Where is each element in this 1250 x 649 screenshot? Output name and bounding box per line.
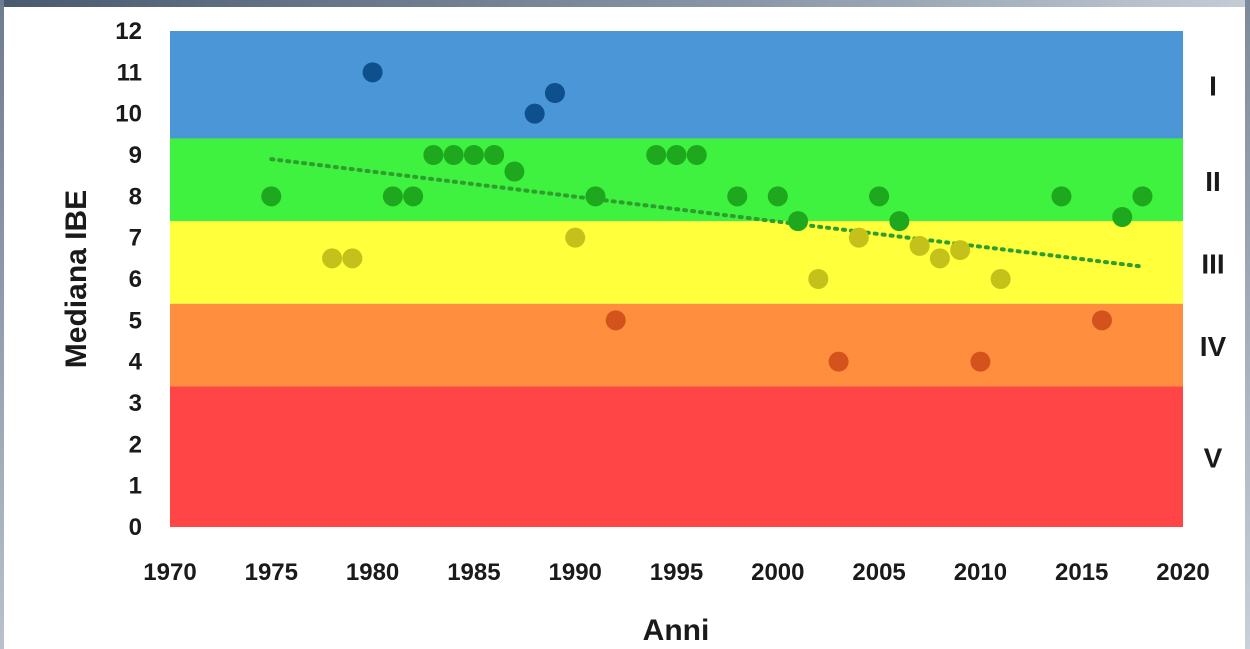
y-axis-label: Mediana IBE [60, 190, 93, 368]
data-point-2004 [848, 227, 869, 248]
data-point-1990 [565, 227, 586, 248]
x-tick-2020: 2020 [1156, 559, 1209, 586]
y-tick-6: 6 [129, 266, 142, 293]
x-tick-2015: 2015 [1055, 559, 1108, 586]
y-tick-4: 4 [129, 349, 143, 376]
data-point-1985 [463, 145, 484, 165]
band-label-ii: II [1205, 166, 1221, 197]
data-point-2016 [1091, 310, 1112, 331]
data-points [261, 62, 1153, 372]
data-point-2014 [1051, 186, 1072, 207]
data-point-2009 [950, 240, 971, 261]
data-point-2003 [828, 351, 849, 372]
x-tick-1995: 1995 [650, 559, 703, 586]
x-tick-labels: 1970 1975 1980 1985 1990 1995 2000 2005 2010 2015… [143, 559, 1209, 586]
data-point-2008 [929, 248, 950, 269]
y-tick-5: 5 [129, 307, 142, 334]
data-point-1981 [382, 186, 403, 207]
data-point-1980 [362, 62, 383, 83]
y-tick-11: 11 [117, 59, 142, 86]
data-point-1994 [646, 145, 667, 165]
data-point-2017 [1112, 207, 1133, 227]
band-label-iii: III [1201, 248, 1224, 279]
y-tick-0: 0 [129, 514, 142, 541]
y-tick-9: 9 [129, 142, 142, 169]
window-right-edge [1245, 0, 1250, 649]
x-tick-1975: 1975 [245, 559, 298, 586]
band-i [170, 31, 1183, 139]
data-point-2005 [869, 186, 890, 207]
y-tick-10: 10 [115, 101, 142, 128]
data-point-1978 [322, 248, 343, 269]
y-tick-1: 1 [129, 473, 142, 500]
data-point-1979 [342, 248, 363, 269]
data-point-1992 [605, 310, 626, 331]
band-label-i: I [1209, 71, 1217, 102]
data-point-1984 [443, 145, 464, 165]
y-tick-3: 3 [129, 390, 142, 417]
data-point-1982 [403, 186, 424, 207]
data-point-2001 [788, 211, 809, 232]
x-tick-1990: 1990 [549, 559, 602, 586]
band-iii [170, 221, 1183, 304]
band-label-iv: IV [1200, 331, 1227, 362]
y-tick-7: 7 [129, 225, 142, 252]
data-point-1986 [484, 145, 505, 165]
window-left-edge [0, 0, 4, 649]
data-point-2006 [889, 211, 910, 232]
y-tick-2: 2 [129, 431, 142, 458]
data-point-1989 [544, 83, 565, 103]
data-point-2011 [990, 269, 1011, 289]
data-point-1987 [504, 161, 525, 182]
data-point-1996 [686, 145, 707, 165]
data-point-1983 [423, 145, 444, 165]
x-tick-1970: 1970 [143, 559, 196, 586]
x-tick-2000: 2000 [751, 559, 804, 586]
y-tick-8: 8 [129, 183, 142, 210]
x-tick-2005: 2005 [852, 559, 905, 586]
trendline-layer [269, 157, 1145, 269]
x-tick-1980: 1980 [346, 559, 399, 586]
data-point-2000 [767, 186, 788, 207]
x-tick-2010: 2010 [954, 559, 1007, 586]
x-tick-1985: 1985 [447, 559, 500, 586]
band-label-v: V [1204, 443, 1223, 474]
band-v [170, 386, 1183, 527]
data-point-2018 [1132, 186, 1153, 207]
trendline [269, 157, 1145, 269]
quality-bands [170, 31, 1183, 527]
data-point-2010 [970, 351, 991, 372]
data-point-1995 [666, 145, 687, 165]
data-point-2007 [909, 235, 930, 256]
window-top-strip [0, 0, 1250, 7]
data-point-2002 [808, 269, 829, 289]
data-point-1998 [727, 186, 748, 207]
data-point-1975 [261, 186, 282, 207]
data-point-1991 [585, 186, 606, 207]
band-iv [170, 303, 1183, 387]
y-tick-12: 12 [115, 18, 142, 45]
x-axis-label: Anni [643, 614, 710, 647]
data-point-1988 [524, 103, 545, 124]
